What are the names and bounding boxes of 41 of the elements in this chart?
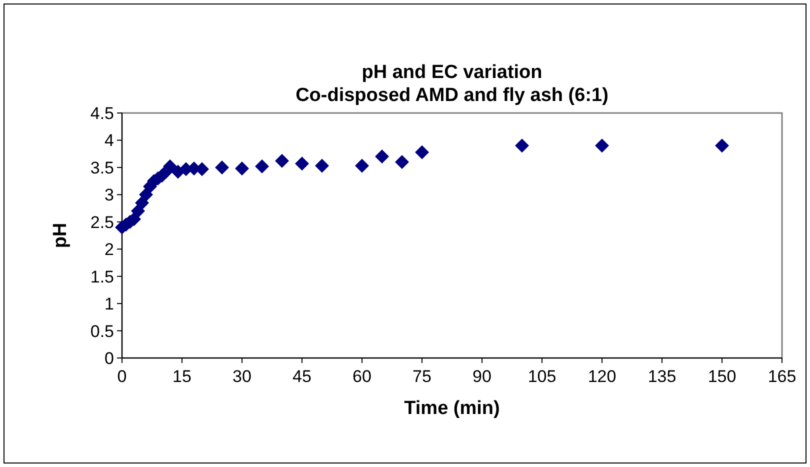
- point: [255, 159, 269, 174]
- y-tick-label: 0.5: [90, 322, 114, 341]
- point: [131, 204, 145, 218]
- x-tick-label: 90: [472, 367, 492, 386]
- x-tick-label: 15: [172, 367, 192, 386]
- point: [275, 154, 289, 168]
- y-tick-label: 2.5: [90, 212, 114, 232]
- y-tick-label: 3: [104, 186, 114, 205]
- point: [595, 138, 609, 153]
- x-tick-label: 150: [708, 367, 736, 386]
- x-tick-label: 105: [528, 367, 556, 386]
- point: [139, 188, 153, 202]
- y-tick-label: 1: [104, 294, 114, 314]
- x-tick-label: 45: [292, 367, 312, 386]
- y-axis-title: pH: [50, 222, 71, 248]
- point: [395, 155, 409, 169]
- y-tick-label: 2: [104, 240, 114, 260]
- y-tick-label: 4: [104, 131, 114, 150]
- x-tick-label: 135: [648, 367, 676, 386]
- y-tick-label: 0: [104, 349, 114, 368]
- x-tick-label: 120: [588, 367, 616, 386]
- y-tick-label: 1.5: [90, 267, 114, 286]
- point: [135, 196, 149, 210]
- x-tick-label: 0: [117, 367, 127, 386]
- x-tick-label: 60: [352, 367, 372, 386]
- point: [315, 158, 329, 173]
- point: [215, 160, 229, 174]
- point: [515, 138, 529, 153]
- point: [415, 145, 429, 160]
- x-axis-title: Time (min): [404, 398, 500, 419]
- chart-title: pH and EC variation Co-disposed AMD and fly ash (6:1): [296, 62, 608, 106]
- x-tick-label: 165: [768, 367, 796, 386]
- point: [235, 162, 249, 176]
- point: [295, 156, 309, 171]
- point: [375, 150, 389, 164]
- y-tick-label: 3.5: [90, 158, 114, 178]
- x-tick-label: 30: [232, 367, 252, 386]
- point: [715, 138, 729, 153]
- y-tick-label: 4.5: [90, 104, 114, 123]
- x-tick-label: 75: [412, 367, 432, 386]
- point: [355, 158, 369, 173]
